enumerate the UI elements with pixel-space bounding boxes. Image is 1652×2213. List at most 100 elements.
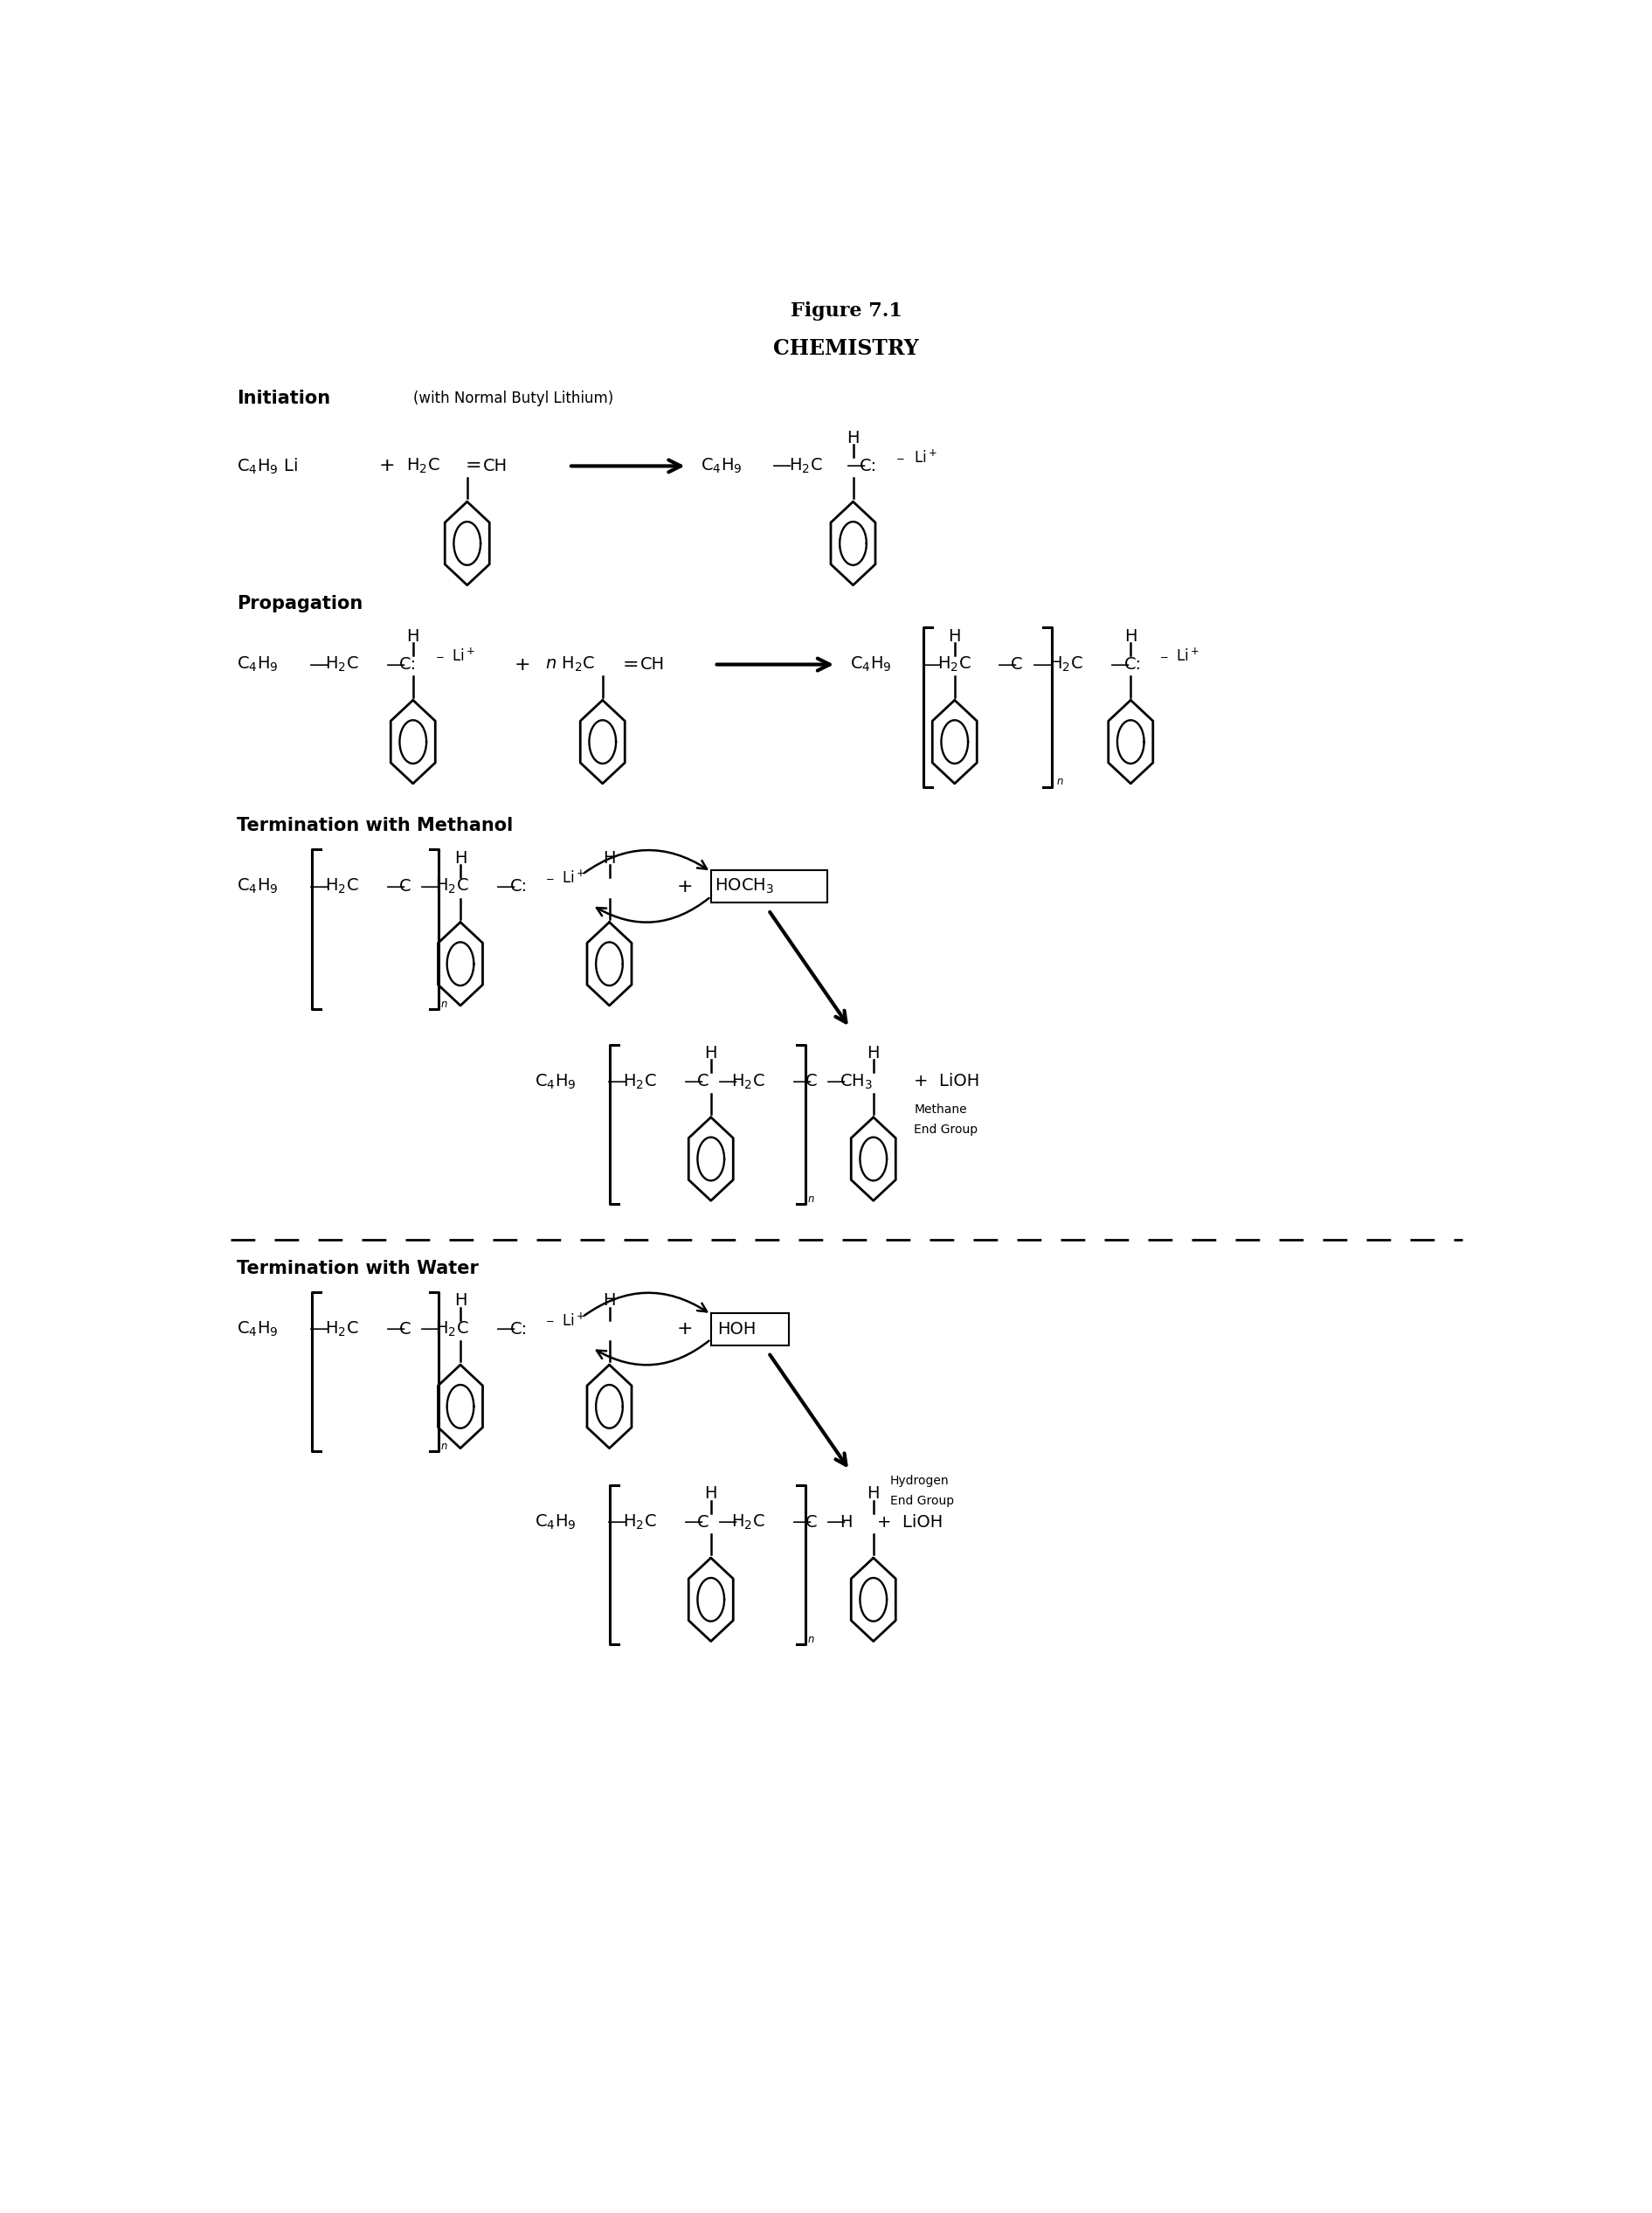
Text: H: H [839, 1514, 852, 1531]
Text: C$_4$H$_9$: C$_4$H$_9$ [849, 655, 892, 673]
Text: HOH: HOH [717, 1321, 757, 1337]
Text: (with Normal Butyl Lithium): (with Normal Butyl Lithium) [413, 392, 613, 407]
Text: H: H [454, 850, 468, 867]
Text: $^-$: $^-$ [894, 456, 905, 471]
Text: End Group: End Group [914, 1124, 978, 1135]
Text: +: + [677, 1321, 694, 1339]
Text: +: + [514, 655, 530, 673]
Text: —: — [387, 879, 405, 896]
Text: Propagation: Propagation [236, 595, 363, 613]
Text: $_n$: $_n$ [439, 994, 448, 1009]
Text: C: C [1011, 657, 1023, 673]
Text: —: — [826, 1073, 846, 1091]
Text: C$_4$H$_9$: C$_4$H$_9$ [236, 1319, 279, 1339]
Text: H$_2$C: H$_2$C [732, 1073, 765, 1091]
Text: C: C [400, 879, 411, 894]
Text: H$_2$C: H$_2$C [436, 1319, 469, 1339]
Text: —: — [608, 1514, 626, 1531]
Text: —: — [998, 655, 1018, 673]
Text: HOCH$_3$: HOCH$_3$ [714, 876, 773, 896]
Text: —: — [608, 1073, 626, 1091]
Text: CH$_3$: CH$_3$ [839, 1073, 872, 1091]
Text: —: — [684, 1514, 704, 1531]
Text: C:: C: [1123, 657, 1142, 673]
Text: C$_4$H$_9$: C$_4$H$_9$ [535, 1073, 577, 1091]
Text: H$_2$C: H$_2$C [406, 456, 439, 476]
Text: —: — [309, 655, 329, 673]
Text: Initiation: Initiation [236, 389, 330, 407]
Text: —: — [826, 1514, 846, 1531]
Text: C: C [697, 1073, 709, 1089]
Text: —: — [771, 458, 791, 476]
Text: H$_2$C: H$_2$C [1049, 655, 1084, 673]
Text: $^-$: $^-$ [1158, 653, 1170, 668]
Text: Hydrogen: Hydrogen [890, 1474, 950, 1487]
Text: $n$ H$_2$C: $n$ H$_2$C [545, 655, 595, 673]
Text: —: — [496, 879, 515, 896]
Text: CHEMISTRY: CHEMISTRY [773, 339, 919, 359]
Text: C:: C: [510, 1321, 527, 1337]
Text: Li$^+$: Li$^+$ [562, 870, 585, 887]
Text: CH: CH [482, 458, 507, 474]
Text: —: — [793, 1514, 811, 1531]
Text: Li$^+$: Li$^+$ [914, 449, 937, 467]
Text: =: = [623, 655, 639, 673]
Text: $^-$: $^-$ [544, 876, 555, 892]
Text: C: C [697, 1514, 709, 1531]
Text: H: H [603, 850, 616, 867]
Text: H: H [847, 429, 859, 447]
Text: H: H [704, 1045, 717, 1062]
Text: —: — [309, 1321, 329, 1339]
Text: —: — [717, 1073, 737, 1091]
Text: +  LiOH: + LiOH [877, 1514, 943, 1531]
Text: H: H [603, 1292, 616, 1310]
Text: End Group: End Group [890, 1494, 955, 1507]
Text: —: — [1032, 655, 1052, 673]
Text: —: — [420, 879, 439, 896]
Text: C$_4$H$_9$: C$_4$H$_9$ [700, 456, 742, 476]
Text: —: — [420, 1321, 439, 1339]
Text: C: C [806, 1073, 818, 1089]
Text: $_n$: $_n$ [439, 1436, 448, 1452]
Text: $^-$: $^-$ [433, 653, 444, 668]
Text: +: + [380, 458, 395, 476]
Text: H$_2$C: H$_2$C [623, 1073, 656, 1091]
Text: H$_2$C: H$_2$C [436, 876, 469, 896]
Text: Methane: Methane [914, 1104, 966, 1115]
Text: $_n$: $_n$ [1056, 770, 1064, 786]
Text: —: — [387, 655, 405, 673]
Text: —: — [309, 879, 329, 896]
Text: +: + [677, 879, 694, 896]
Text: $_n$: $_n$ [808, 1629, 814, 1644]
Text: C: C [806, 1514, 818, 1531]
Text: —: — [496, 1321, 515, 1339]
Text: CH: CH [639, 657, 664, 673]
Text: H$_2$C: H$_2$C [732, 1514, 765, 1531]
Text: H$_2$C: H$_2$C [938, 655, 971, 673]
Text: H$_2$C: H$_2$C [788, 456, 823, 476]
Text: C$_4$H$_9$: C$_4$H$_9$ [236, 655, 279, 673]
Text: +  LiOH: + LiOH [914, 1073, 980, 1089]
Text: Li$^+$: Li$^+$ [562, 1312, 585, 1330]
Text: C$_4$H$_9$: C$_4$H$_9$ [236, 876, 279, 896]
Text: H: H [948, 628, 961, 644]
Text: H: H [867, 1485, 881, 1503]
Text: H: H [867, 1045, 881, 1062]
Text: C:: C: [859, 458, 877, 474]
Text: —: — [717, 1514, 737, 1531]
Text: C: C [400, 1321, 411, 1337]
Text: Li$^+$: Li$^+$ [451, 648, 476, 664]
Text: Figure 7.1: Figure 7.1 [790, 301, 902, 321]
Text: C$_4$H$_9$: C$_4$H$_9$ [535, 1514, 577, 1531]
Text: C:: C: [400, 657, 416, 673]
Text: —: — [684, 1073, 704, 1091]
Text: —: — [922, 655, 942, 673]
Text: H: H [1125, 628, 1137, 644]
Text: H: H [454, 1292, 468, 1310]
Text: Termination with Methanol: Termination with Methanol [236, 817, 514, 834]
Text: =: = [466, 458, 481, 476]
Text: H$_2$C: H$_2$C [325, 876, 358, 896]
Text: —: — [387, 1321, 405, 1339]
Text: —: — [1110, 655, 1130, 673]
Text: Termination with Water: Termination with Water [236, 1259, 479, 1277]
